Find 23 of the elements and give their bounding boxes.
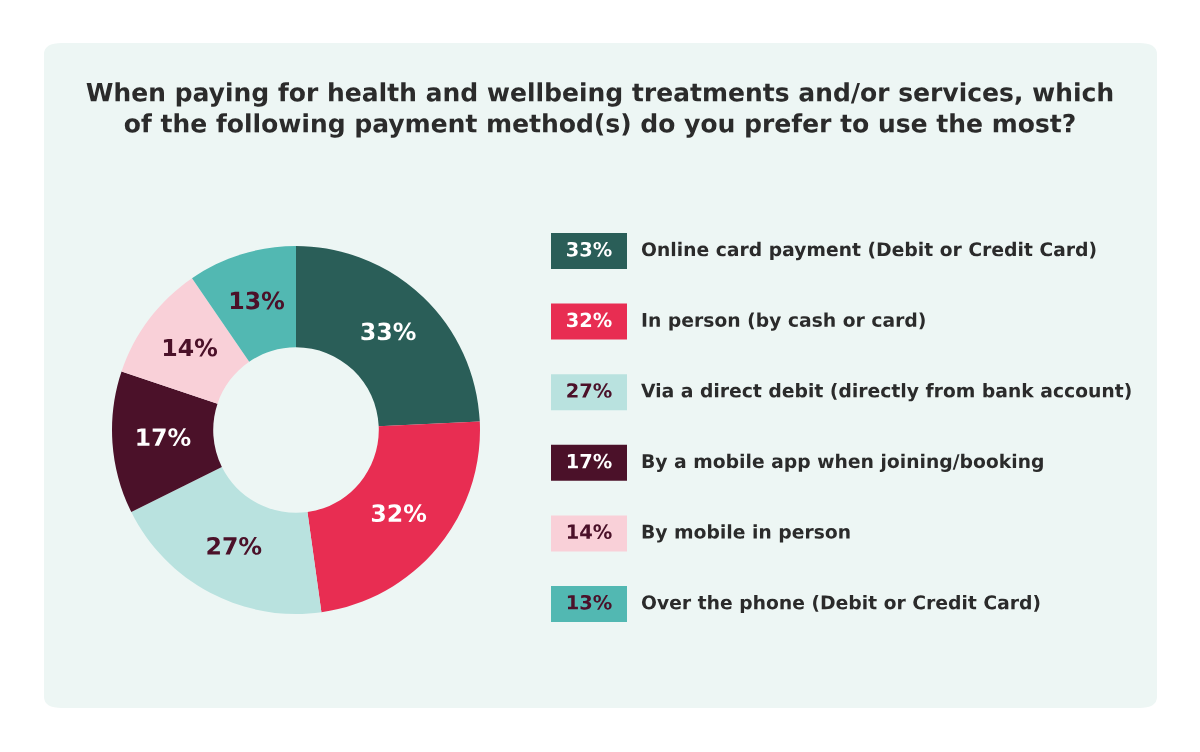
text: 33% xyxy=(361,322,416,341)
legend-label: By a mobile app when joining/booking xyxy=(642,453,1043,472)
chart-title: When paying for health and wellbeing treatments and/or services, which of the following payment method(s) do you prefer to use the most? xyxy=(86,82,1113,138)
data-label: 33% xyxy=(567,241,612,257)
donut-slice xyxy=(112,371,222,513)
data-label: 14% xyxy=(163,338,218,357)
donut-slice xyxy=(307,421,480,613)
legend-label: In person (by cash or card) xyxy=(642,312,925,331)
legend-label: Via a direct debit (directly from bank account) xyxy=(641,383,1131,402)
text: 27% xyxy=(567,383,612,398)
text: 32% xyxy=(567,312,612,328)
donut-slice xyxy=(296,246,480,427)
text: 14% xyxy=(567,524,612,540)
data-label: 32% xyxy=(371,504,427,523)
legend-label: By mobile in person xyxy=(642,524,850,543)
text: 13% xyxy=(567,594,612,610)
data-label: 27% xyxy=(207,537,262,555)
text: 17% xyxy=(567,453,612,469)
legend-label: Online card payment (Debit or Credit Card) xyxy=(641,241,1096,261)
data-label: 17% xyxy=(137,428,191,447)
donut-slice xyxy=(131,466,322,614)
data-label: 13% xyxy=(230,291,285,310)
legend-label: Over the phone (Debit or Credit Card) xyxy=(641,594,1040,614)
